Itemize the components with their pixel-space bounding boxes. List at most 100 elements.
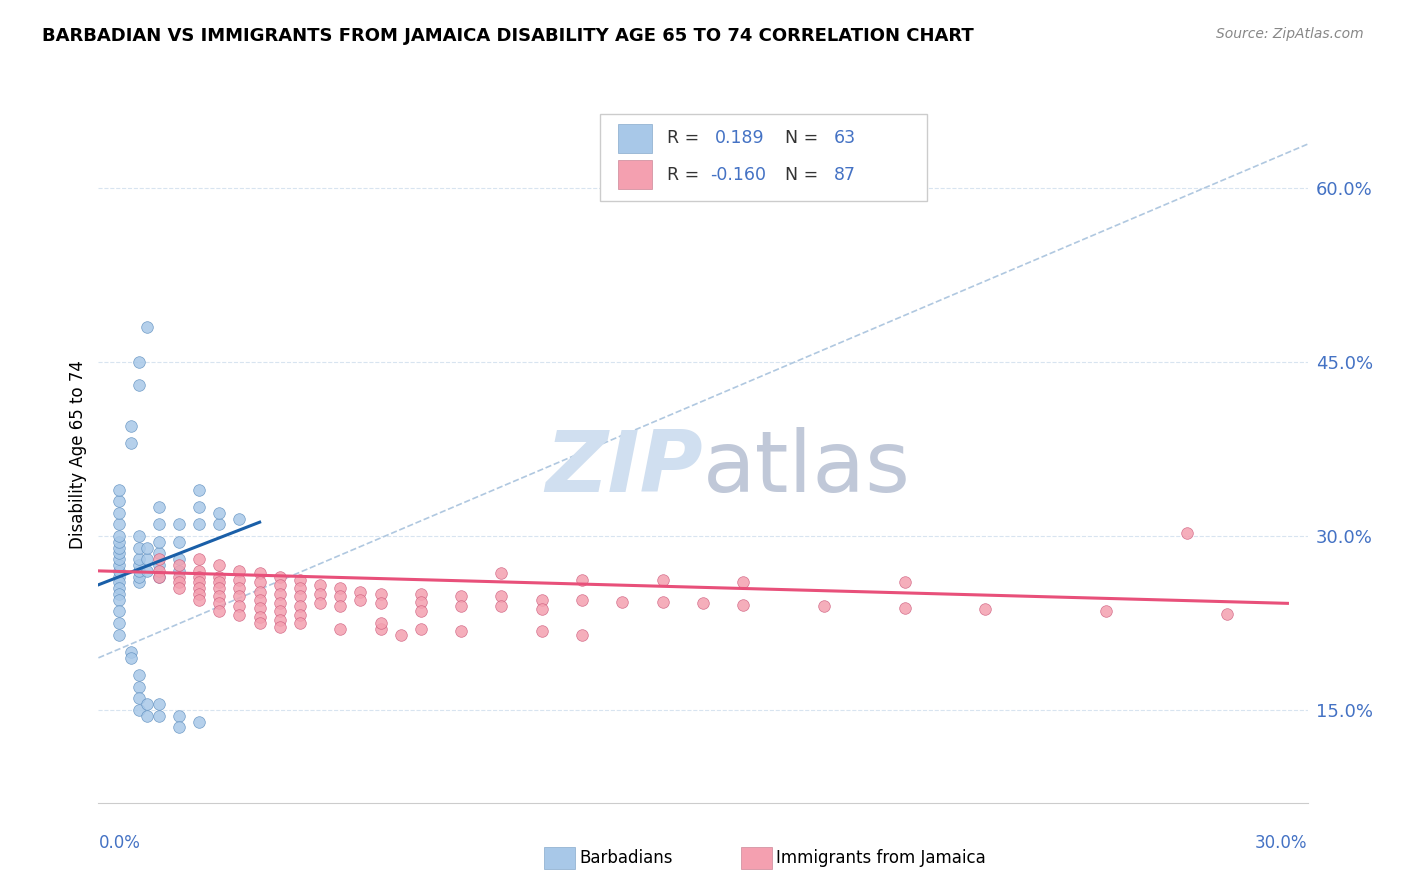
Point <box>188 564 211 578</box>
Point <box>329 599 352 613</box>
Point <box>107 615 129 630</box>
Point <box>1175 525 1198 540</box>
Point <box>450 624 472 639</box>
Point <box>651 573 673 587</box>
Point <box>167 721 190 735</box>
Point <box>107 592 129 607</box>
Point <box>249 584 271 599</box>
Point <box>107 546 129 561</box>
Point <box>107 517 129 532</box>
Point <box>288 599 311 613</box>
Point <box>128 570 150 584</box>
Point <box>128 355 150 369</box>
Point <box>249 610 271 624</box>
Point <box>228 573 250 587</box>
Point <box>228 582 250 596</box>
FancyBboxPatch shape <box>619 124 652 153</box>
Point <box>135 320 157 334</box>
Point <box>269 596 291 610</box>
Text: 63: 63 <box>834 129 856 147</box>
Point <box>530 602 553 616</box>
Point <box>135 698 157 712</box>
Point <box>389 628 412 642</box>
Point <box>370 615 392 630</box>
Text: R =: R = <box>666 129 704 147</box>
Point <box>329 582 352 596</box>
Point <box>128 691 150 706</box>
Point <box>135 564 157 578</box>
Point <box>188 582 211 596</box>
Point <box>120 436 142 450</box>
Point <box>208 506 231 520</box>
Point <box>228 599 250 613</box>
Point <box>249 601 271 615</box>
Point <box>148 698 170 712</box>
Point <box>329 622 352 636</box>
Y-axis label: Disability Age 65 to 74: Disability Age 65 to 74 <box>69 360 87 549</box>
Point <box>128 564 150 578</box>
Text: 87: 87 <box>834 166 856 184</box>
Point <box>1216 607 1239 621</box>
Point <box>135 708 157 723</box>
Point <box>491 599 513 613</box>
Point <box>612 595 634 609</box>
Point <box>107 541 129 555</box>
Point <box>128 541 150 555</box>
Point <box>128 668 150 682</box>
Point <box>167 582 190 596</box>
Point <box>491 566 513 581</box>
Text: -0.160: -0.160 <box>710 166 766 184</box>
Point <box>107 587 129 601</box>
Point <box>188 592 211 607</box>
Text: ZIP: ZIP <box>546 427 703 510</box>
Point <box>188 714 211 729</box>
Point <box>309 596 332 610</box>
Point <box>167 575 190 590</box>
Point <box>571 592 593 607</box>
Point <box>188 587 211 601</box>
Point <box>107 575 129 590</box>
Text: Source: ZipAtlas.com: Source: ZipAtlas.com <box>1216 27 1364 41</box>
Point <box>409 622 432 636</box>
Point <box>370 587 392 601</box>
Point <box>148 570 170 584</box>
Point <box>288 615 311 630</box>
Point <box>208 570 231 584</box>
Point <box>148 570 170 584</box>
Text: R =: R = <box>666 166 704 184</box>
Point <box>893 575 915 590</box>
Point <box>107 582 129 596</box>
Point <box>651 595 673 609</box>
Point <box>349 584 371 599</box>
FancyBboxPatch shape <box>600 114 927 201</box>
Point <box>269 613 291 627</box>
Point <box>148 546 170 561</box>
Point <box>107 483 129 497</box>
Point <box>120 651 142 665</box>
FancyBboxPatch shape <box>619 160 652 189</box>
Point <box>571 573 593 587</box>
Point <box>107 529 129 543</box>
Text: Immigrants from Jamaica: Immigrants from Jamaica <box>776 849 986 867</box>
Point <box>269 587 291 601</box>
Point <box>409 587 432 601</box>
Point <box>188 483 211 497</box>
Point <box>409 595 432 609</box>
Point <box>120 419 142 434</box>
Point <box>813 599 835 613</box>
Point <box>208 596 231 610</box>
Point <box>249 566 271 581</box>
Text: 0.0%: 0.0% <box>98 834 141 852</box>
Text: 30.0%: 30.0% <box>1256 834 1308 852</box>
Point <box>249 575 271 590</box>
Point <box>128 552 150 566</box>
Point <box>188 570 211 584</box>
Point <box>167 535 190 549</box>
Point <box>167 570 190 584</box>
Point <box>370 622 392 636</box>
Point <box>733 598 755 612</box>
Point <box>148 708 170 723</box>
Text: N =: N = <box>785 166 824 184</box>
Point <box>269 570 291 584</box>
Point <box>107 570 129 584</box>
